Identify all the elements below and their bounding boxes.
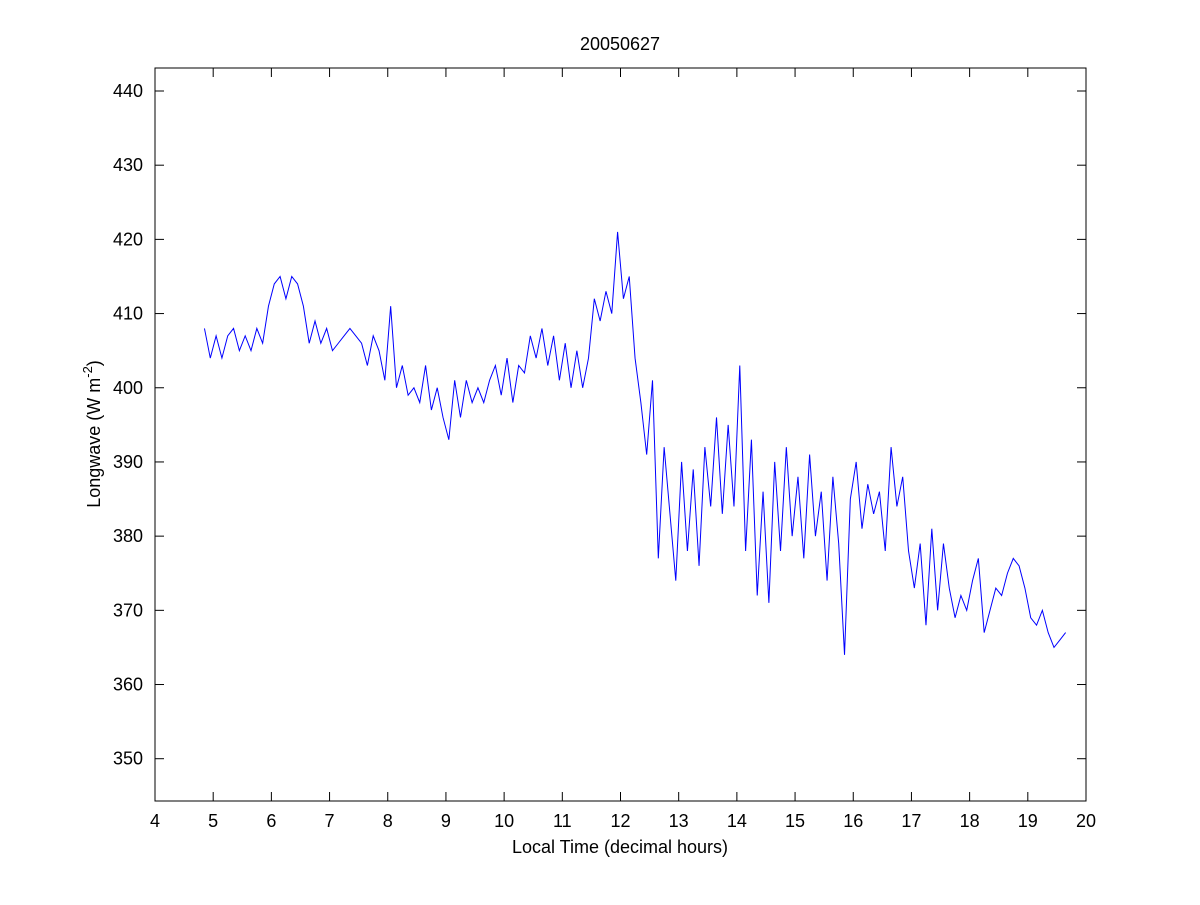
y-tick-label: 360 [113, 675, 143, 695]
x-tick-label: 8 [383, 811, 393, 831]
y-tick-label: 380 [113, 526, 143, 546]
y-tick-label: 410 [113, 304, 143, 324]
x-tick-label: 5 [208, 811, 218, 831]
x-tick-label: 7 [325, 811, 335, 831]
y-tick-label: 350 [113, 749, 143, 769]
x-tick-label: 12 [610, 811, 630, 831]
y-tick-label: 390 [113, 452, 143, 472]
x-tick-label: 9 [441, 811, 451, 831]
y-tick-label: 400 [113, 378, 143, 398]
y-tick-label: 430 [113, 155, 143, 175]
x-tick-label: 14 [727, 811, 747, 831]
x-tick-label: 10 [494, 811, 514, 831]
y-axis-label: Longwave (W m-2) [80, 360, 104, 508]
x-tick-label: 13 [669, 811, 689, 831]
x-axis-label: Local Time (decimal hours) [512, 837, 728, 857]
x-tick-label: 16 [843, 811, 863, 831]
chart-title: 20050627 [580, 34, 660, 54]
x-tick-label: 19 [1018, 811, 1038, 831]
x-tick-label: 18 [960, 811, 980, 831]
x-tick-label: 20 [1076, 811, 1096, 831]
x-tick-label: 17 [901, 811, 921, 831]
x-tick-label: 6 [266, 811, 276, 831]
x-tick-label: 11 [553, 811, 572, 831]
y-tick-label: 420 [113, 229, 143, 249]
y-tick-label: 370 [113, 600, 143, 620]
y-tick-label: 440 [113, 81, 143, 101]
data-line [203, 231, 1067, 655]
x-tick-label: 4 [150, 811, 160, 831]
x-tick-label: 15 [785, 811, 805, 831]
